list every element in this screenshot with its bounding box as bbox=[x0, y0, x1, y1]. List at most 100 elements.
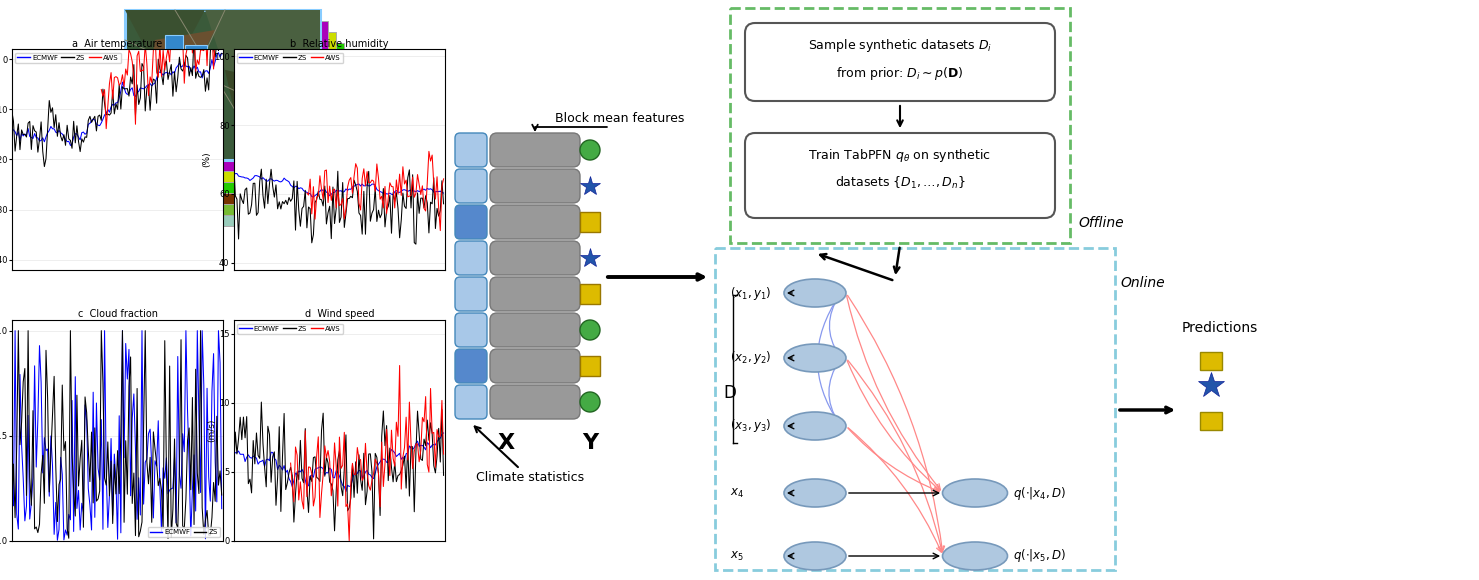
AWS bbox=[339, 184, 356, 191]
Line: ECMWF: ECMWF bbox=[234, 433, 444, 491]
Text: Train TabPFN $q_\theta$ on synthetic: Train TabPFN $q_\theta$ on synthetic bbox=[809, 147, 991, 164]
Bar bbox=[1199, 412, 1222, 430]
Text: Climate statistics: Climate statistics bbox=[476, 471, 584, 484]
Bar bbox=[141, 32, 336, 182]
Text: $(x_3,y_3)$: $(x_3,y_3)$ bbox=[731, 418, 771, 434]
Title: c  Cloud fraction: c Cloud fraction bbox=[77, 309, 158, 320]
ZS bbox=[143, 519, 161, 526]
AWS bbox=[417, 208, 435, 215]
ZS bbox=[407, 241, 424, 248]
ECMWF bbox=[64, 397, 81, 404]
ZS bbox=[284, 472, 302, 479]
ECMWF bbox=[337, 488, 355, 495]
ECMWF bbox=[145, 514, 163, 521]
ZS bbox=[114, 83, 132, 90]
ECMWF bbox=[435, 190, 453, 197]
Text: $x_4$: $x_4$ bbox=[731, 487, 744, 499]
Legend: ECMWF, ZS, AWS: ECMWF, ZS, AWS bbox=[15, 53, 121, 63]
ZS bbox=[160, 535, 177, 542]
Ellipse shape bbox=[942, 479, 1007, 507]
Bar bbox=[185, 45, 207, 59]
FancyBboxPatch shape bbox=[490, 349, 580, 383]
Text: $q(\cdot|x_5,D)$: $q(\cdot|x_5,D)$ bbox=[1013, 548, 1066, 564]
ECMWF bbox=[160, 70, 177, 77]
ECMWF bbox=[284, 183, 302, 190]
FancyBboxPatch shape bbox=[456, 385, 487, 419]
AWS bbox=[435, 175, 453, 182]
FancyBboxPatch shape bbox=[456, 169, 487, 203]
AWS bbox=[402, 440, 420, 447]
Bar bbox=[149, 43, 345, 193]
Bar bbox=[189, 103, 204, 114]
ZS bbox=[336, 466, 353, 473]
ZS bbox=[392, 467, 410, 474]
Bar bbox=[166, 35, 183, 49]
ECMWF bbox=[281, 478, 299, 485]
ZS bbox=[365, 535, 383, 542]
Bar bbox=[580, 284, 600, 304]
Text: Predictions: Predictions bbox=[1182, 321, 1259, 335]
ZS bbox=[95, 379, 112, 386]
Polygon shape bbox=[126, 85, 166, 160]
Circle shape bbox=[580, 320, 600, 340]
Ellipse shape bbox=[784, 344, 846, 372]
Line: ZS: ZS bbox=[12, 29, 222, 166]
Text: Block mean features: Block mean features bbox=[555, 112, 685, 125]
Text: Online: Online bbox=[1120, 276, 1164, 290]
AWS bbox=[417, 393, 435, 400]
FancyBboxPatch shape bbox=[490, 133, 580, 167]
FancyBboxPatch shape bbox=[456, 205, 487, 239]
ZS bbox=[383, 464, 401, 471]
ZS bbox=[253, 398, 271, 405]
Polygon shape bbox=[206, 10, 319, 90]
ECMWF bbox=[6, 327, 24, 334]
Bar bbox=[157, 54, 352, 204]
Bar bbox=[145, 122, 163, 135]
Line: ZS: ZS bbox=[234, 402, 444, 539]
ECMWF bbox=[213, 505, 231, 512]
ZS bbox=[160, 76, 177, 83]
ZS bbox=[389, 205, 407, 212]
Line: ZS: ZS bbox=[12, 331, 222, 538]
Y-axis label: (%): (%) bbox=[203, 152, 211, 167]
Text: $q(\cdot|x_4,D)$: $q(\cdot|x_4,D)$ bbox=[1013, 484, 1066, 502]
FancyBboxPatch shape bbox=[490, 205, 580, 239]
ZS bbox=[169, 74, 186, 81]
ECMWF bbox=[210, 49, 228, 56]
ECMWF bbox=[95, 115, 112, 122]
ZS bbox=[3, 108, 21, 115]
ZS bbox=[161, 362, 179, 369]
ECMWF bbox=[114, 79, 132, 86]
Y-axis label: (m/s): (m/s) bbox=[207, 419, 216, 442]
FancyBboxPatch shape bbox=[456, 277, 487, 311]
Legend: ECMWF, ZS: ECMWF, ZS bbox=[148, 527, 220, 537]
ECMWF bbox=[3, 125, 21, 132]
ECMWF bbox=[337, 186, 355, 193]
AWS bbox=[374, 483, 392, 490]
Circle shape bbox=[580, 392, 600, 412]
ECMWF bbox=[115, 454, 133, 461]
Line: AWS: AWS bbox=[101, 22, 222, 129]
Line: ECMWF: ECMWF bbox=[12, 53, 222, 146]
ZS bbox=[225, 158, 243, 165]
Text: datasets $\{D_1,\ldots,D_n\}$: datasets $\{D_1,\ldots,D_n\}$ bbox=[834, 175, 966, 191]
Legend: ECMWF, ZS, AWS: ECMWF, ZS, AWS bbox=[237, 324, 343, 334]
ZS bbox=[435, 200, 453, 207]
Line: ECMWF: ECMWF bbox=[12, 331, 222, 540]
ECMWF bbox=[228, 170, 246, 177]
FancyBboxPatch shape bbox=[490, 313, 580, 347]
FancyBboxPatch shape bbox=[456, 349, 487, 383]
ZS bbox=[364, 209, 382, 216]
AWS bbox=[195, 47, 213, 54]
AWS bbox=[402, 192, 420, 199]
ZS bbox=[435, 472, 453, 479]
ZS bbox=[379, 203, 396, 210]
Text: Offline: Offline bbox=[1078, 216, 1124, 230]
Line: ZS: ZS bbox=[234, 161, 444, 244]
Polygon shape bbox=[126, 10, 206, 85]
AWS bbox=[374, 204, 392, 211]
ECMWF bbox=[334, 482, 352, 489]
ECMWF bbox=[169, 63, 186, 70]
Bar bbox=[731, 8, 1069, 243]
Legend: ECMWF, ZS, AWS: ECMWF, ZS, AWS bbox=[237, 53, 343, 63]
